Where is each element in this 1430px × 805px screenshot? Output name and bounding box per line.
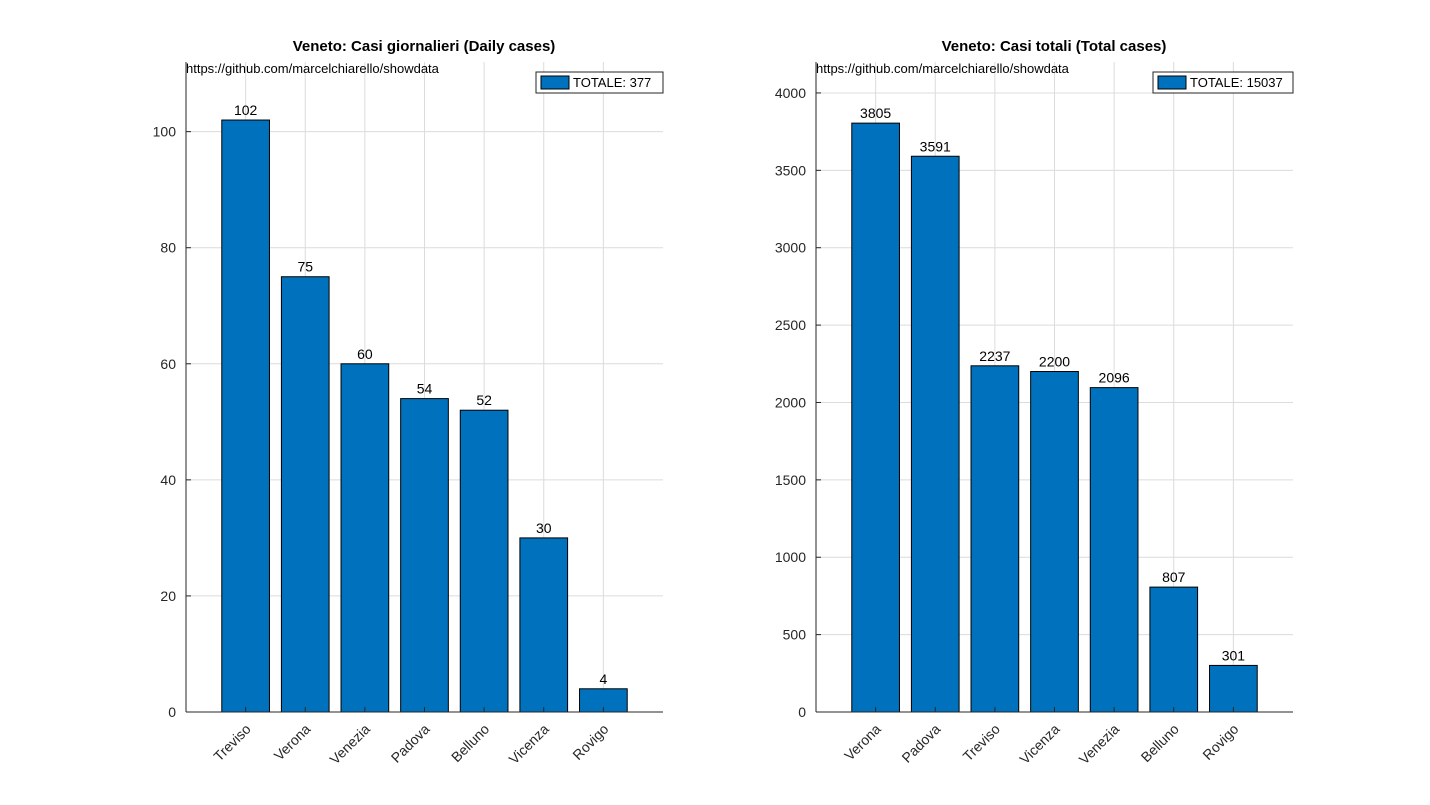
y-tick-label: 3500 — [775, 162, 806, 178]
legend-box — [1152, 71, 1294, 94]
bar-treviso — [221, 119, 270, 713]
bar-padova — [910, 155, 960, 713]
y-tick-label: 1000 — [775, 549, 806, 565]
x-tick-label: Vicenza — [506, 721, 553, 768]
data-label: 60 — [357, 346, 373, 362]
x-tick-label: Rovigo — [569, 721, 611, 763]
data-label: 3591 — [920, 138, 951, 154]
bar-verona — [851, 122, 900, 713]
data-label: 2096 — [1099, 370, 1130, 386]
x-tick-label: Treviso — [960, 721, 1004, 765]
y-tick-label: 100 — [153, 124, 177, 140]
y-tick-label: 0 — [168, 704, 176, 720]
bar-belluno — [1149, 586, 1199, 713]
x-tick-label: Verona — [271, 721, 314, 764]
y-tick-label: 2000 — [775, 394, 806, 410]
total-cases-chart: Veneto: Casi totali (Total cases) 3805 35… — [775, 38, 1294, 768]
bar-padova — [400, 398, 449, 713]
legend-label: TOTALE: 377 — [573, 75, 651, 90]
x-tick-label: Venezia — [326, 721, 373, 768]
chart-title: Veneto: Casi totali (Total cases) — [942, 38, 1167, 55]
bar-verona — [280, 276, 330, 713]
x-tick-label: Belluno — [448, 721, 492, 765]
source-annotation: https://github.com/marcelchiarello/showd… — [816, 61, 1070, 76]
y-tick-label: 60 — [160, 356, 176, 372]
source-annotation: https://github.com/marcelchiarello/showd… — [186, 61, 440, 76]
y-tick-label: 80 — [160, 240, 176, 256]
y-tick-label: 1500 — [775, 472, 806, 488]
data-label: 301 — [1222, 647, 1246, 663]
data-label: 2200 — [1039, 354, 1070, 370]
x-tick-label: Verona — [841, 721, 884, 764]
chart-title: Veneto: Casi giornalieri (Daily cases) — [293, 38, 556, 55]
data-label: 54 — [417, 381, 433, 397]
legend-swatch — [540, 75, 570, 90]
bar-vicenza — [1030, 371, 1079, 713]
x-tick-label: Treviso — [210, 721, 254, 765]
bar-belluno — [459, 409, 509, 713]
y-tick-label: 0 — [798, 704, 806, 720]
y-tick-label: 2500 — [775, 317, 806, 333]
x-tick-label: Belluno — [1138, 721, 1182, 765]
y-tick-label: 3000 — [775, 240, 806, 256]
data-label: 807 — [1162, 569, 1186, 585]
x-tick-label: Venezia — [1076, 721, 1123, 768]
bar-venezia — [340, 363, 390, 713]
data-label: 102 — [234, 102, 258, 118]
x-tick-label: Padova — [898, 721, 943, 766]
y-tick-label: 40 — [160, 472, 176, 488]
y-tick-label: 4000 — [775, 85, 806, 101]
bar-treviso — [970, 365, 1020, 713]
bar-venezia — [1089, 387, 1139, 713]
data-label: 52 — [476, 392, 492, 408]
x-tick-label: Rovigo — [1199, 721, 1241, 763]
bar-rovigo — [1209, 664, 1258, 713]
daily-cases-chart: Veneto: Casi giornalieri (Daily cases) 1… — [153, 38, 664, 768]
x-tick-label: Padova — [388, 721, 433, 766]
data-label: 3805 — [860, 105, 891, 121]
y-tick-label: 20 — [160, 588, 176, 604]
data-label: 75 — [297, 259, 313, 275]
legend-swatch — [1157, 75, 1187, 90]
legend-label: TOTALE: 15037 — [1190, 75, 1283, 90]
bar-vicenza — [519, 537, 569, 713]
data-label: 4 — [599, 671, 607, 687]
x-tick-label: Vicenza — [1016, 721, 1063, 768]
y-tick-label: 500 — [783, 627, 807, 643]
data-label: 30 — [536, 520, 552, 536]
data-label: 2237 — [979, 348, 1010, 364]
